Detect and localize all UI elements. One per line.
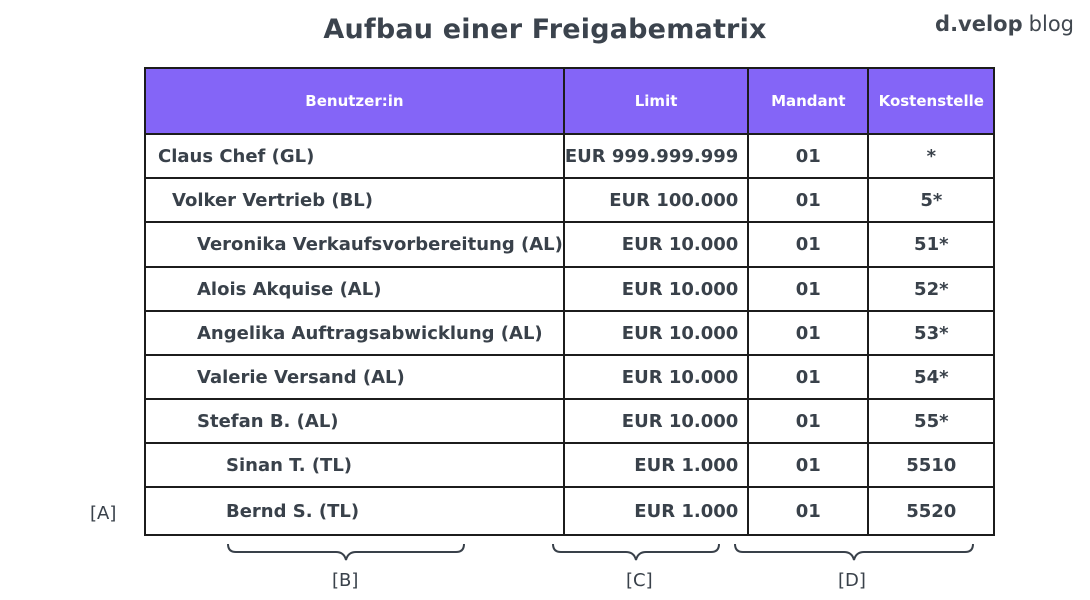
cell-kostenstelle: 5520 bbox=[867, 486, 996, 536]
cell-user: Valerie Versand (AL) bbox=[144, 354, 565, 400]
brand-suffix: blog bbox=[1028, 12, 1074, 36]
cell-mandant: 01 bbox=[747, 486, 870, 536]
cell-kostenstelle: * bbox=[867, 133, 996, 179]
page-title: Aufbau einer Freigabematrix bbox=[323, 14, 767, 45]
cell-user: Sinan T. (TL) bbox=[144, 442, 565, 488]
header-mandant: Mandant bbox=[747, 67, 870, 135]
table-row: Sinan T. (TL) EUR 1.000 01 5510 bbox=[144, 442, 996, 488]
cell-mandant: 01 bbox=[747, 177, 870, 223]
cell-user: Claus Chef (GL) bbox=[144, 133, 565, 179]
cell-limit: EUR 100.000 bbox=[562, 177, 750, 223]
cell-mandant: 01 bbox=[747, 266, 870, 312]
brand-logo: d.velop blog bbox=[935, 12, 1074, 36]
cell-mandant: 01 bbox=[747, 221, 870, 268]
brand-name: d.velop bbox=[935, 12, 1023, 36]
marker-a: [A] bbox=[90, 503, 117, 524]
brace-b bbox=[227, 543, 465, 561]
table-row: Stefan B. (AL) EUR 10.000 01 55* bbox=[144, 398, 996, 444]
cell-limit: EUR 1.000 bbox=[562, 442, 750, 488]
cell-user: Bernd S. (TL) bbox=[144, 486, 565, 536]
table-header-row: Benutzer:in Limit Mandant Kostenstelle bbox=[144, 67, 996, 135]
header-user: Benutzer:in bbox=[144, 67, 565, 135]
table-row: Claus Chef (GL) EUR 999.999.999 01 * bbox=[144, 133, 996, 179]
cell-limit: EUR 10.000 bbox=[562, 398, 750, 444]
cell-mandant: 01 bbox=[747, 310, 870, 356]
cell-user: Stefan B. (AL) bbox=[144, 398, 565, 444]
cell-kostenstelle: 5510 bbox=[867, 442, 996, 488]
cell-mandant: 01 bbox=[747, 398, 870, 444]
header-kostenstelle: Kostenstelle bbox=[867, 67, 996, 135]
cell-kostenstelle: 54* bbox=[867, 354, 996, 400]
cell-kostenstelle: 55* bbox=[867, 398, 996, 444]
table-row: Angelika Auftragsabwicklung (AL) EUR 10.… bbox=[144, 310, 996, 356]
table-row: Alois Akquise (AL) EUR 10.000 01 52* bbox=[144, 266, 996, 312]
cell-mandant: 01 bbox=[747, 442, 870, 488]
cell-mandant: 01 bbox=[747, 354, 870, 400]
marker-c: [C] bbox=[626, 570, 653, 591]
table-row: Volker Vertrieb (BL) EUR 100.000 01 5* bbox=[144, 177, 996, 223]
cell-kostenstelle: 5* bbox=[867, 177, 996, 223]
table-row: Bernd S. (TL) EUR 1.000 01 5520 bbox=[144, 486, 996, 536]
cell-limit: EUR 10.000 bbox=[562, 310, 750, 356]
cell-limit: EUR 10.000 bbox=[562, 266, 750, 312]
brace-d bbox=[734, 543, 974, 561]
cell-user: Volker Vertrieb (BL) bbox=[144, 177, 565, 223]
cell-user: Veronika Verkaufsvorbereitung (AL) bbox=[144, 221, 565, 268]
cell-user: Alois Akquise (AL) bbox=[144, 266, 565, 312]
cell-limit: EUR 10.000 bbox=[562, 221, 750, 268]
marker-b: [B] bbox=[332, 570, 359, 591]
cell-kostenstelle: 53* bbox=[867, 310, 996, 356]
cell-kostenstelle: 51* bbox=[867, 221, 996, 268]
brace-c bbox=[552, 543, 720, 561]
approval-matrix-table: Benutzer:in Limit Mandant Kostenstelle C… bbox=[144, 67, 996, 536]
cell-limit: EUR 10.000 bbox=[562, 354, 750, 400]
cell-limit: EUR 999.999.999 bbox=[562, 133, 750, 179]
header-limit: Limit bbox=[562, 67, 750, 135]
marker-d: [D] bbox=[838, 570, 866, 591]
cell-mandant: 01 bbox=[747, 133, 870, 179]
table-row: Veronika Verkaufsvorbereitung (AL) EUR 1… bbox=[144, 221, 996, 268]
cell-limit: EUR 1.000 bbox=[562, 486, 750, 536]
cell-kostenstelle: 52* bbox=[867, 266, 996, 312]
cell-user: Angelika Auftragsabwicklung (AL) bbox=[144, 310, 565, 356]
table-row: Valerie Versand (AL) EUR 10.000 01 54* bbox=[144, 354, 996, 400]
